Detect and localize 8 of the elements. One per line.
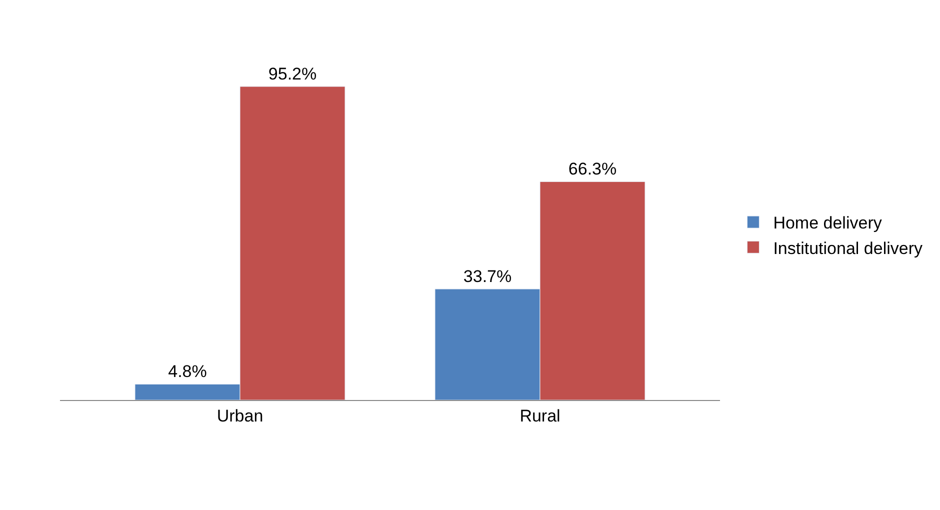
x-tick-label: Urban bbox=[216, 406, 264, 426]
data-label: 4.8% bbox=[168, 362, 207, 382]
data-label: 33.7% bbox=[463, 267, 512, 286]
x-tick-label: Rural bbox=[520, 406, 560, 426]
data-label: 95.2% bbox=[268, 64, 317, 84]
legend-label: Home delivery bbox=[773, 214, 882, 233]
legend-label: Institutional delivery bbox=[773, 238, 923, 258]
data-label: 66.3% bbox=[568, 160, 617, 179]
